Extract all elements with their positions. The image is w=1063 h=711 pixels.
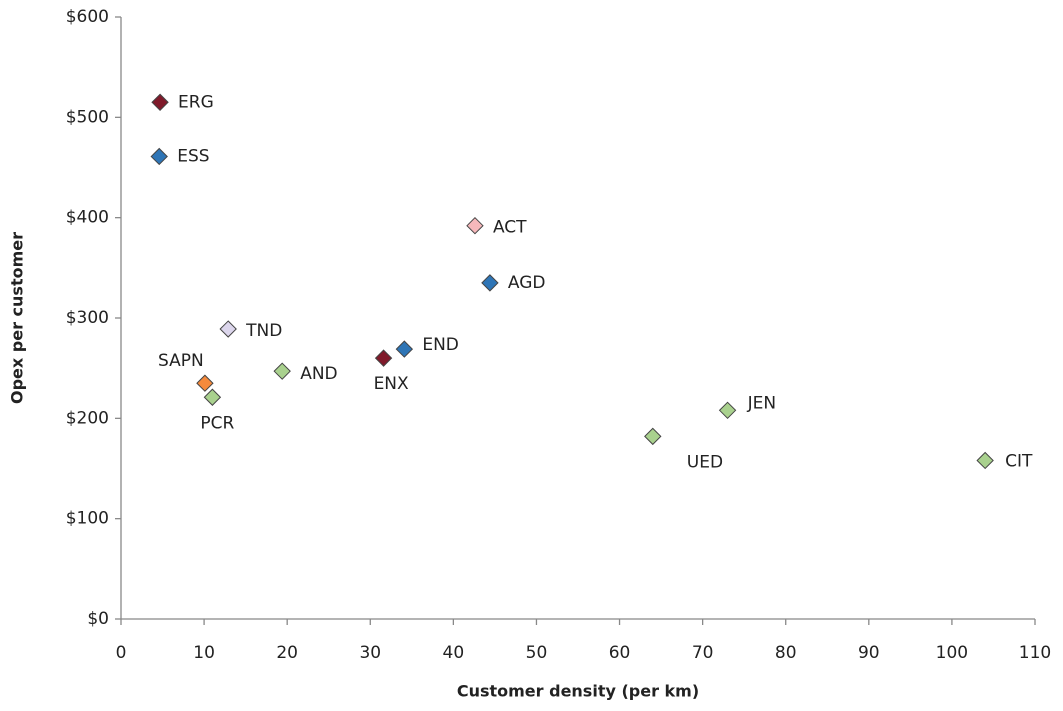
point-label: AND xyxy=(300,364,337,384)
x-tick-label: 20 xyxy=(276,643,298,663)
point-label: SAPN xyxy=(158,351,204,371)
y-tick-label: $500 xyxy=(66,107,109,127)
point-label: END xyxy=(422,335,459,355)
y-tick-label: $600 xyxy=(66,7,109,27)
marker xyxy=(273,362,291,380)
y-tick-label: $200 xyxy=(66,408,109,428)
marker xyxy=(395,340,414,358)
point-label: CIT xyxy=(1005,451,1033,471)
x-tick-label: 30 xyxy=(359,643,381,663)
y-tick-label: $0 xyxy=(87,609,109,629)
marker xyxy=(644,427,662,446)
x-tick-label: 0 xyxy=(116,643,127,663)
y-axis-title: Opex per customer xyxy=(8,232,27,404)
x-tick-label: 40 xyxy=(443,643,465,663)
y-tick-label: $400 xyxy=(66,208,109,228)
point-label: ERG xyxy=(178,92,214,112)
marker xyxy=(374,349,393,367)
marker xyxy=(203,388,222,406)
x-tick-label: 80 xyxy=(775,643,797,663)
x-tick-label: 60 xyxy=(609,643,631,663)
y-tick-label: $300 xyxy=(66,308,109,328)
x-axis-title: Customer density (per km) xyxy=(457,682,699,701)
x-tick-label: 90 xyxy=(858,643,880,663)
marker xyxy=(976,451,994,470)
x-tick-label: 70 xyxy=(692,643,714,663)
marker xyxy=(466,216,484,235)
point-label: AGD xyxy=(508,273,546,293)
x-tick-label: 110 xyxy=(1019,643,1051,663)
point-label: ESS xyxy=(177,146,209,166)
marker xyxy=(151,93,169,111)
point-label: TND xyxy=(245,321,282,341)
point-label: ACT xyxy=(493,218,527,238)
marker xyxy=(150,147,168,166)
point-label: PCR xyxy=(200,413,234,433)
point-label: UED xyxy=(687,452,723,472)
marker xyxy=(196,374,214,392)
y-tick-label: $100 xyxy=(66,509,109,529)
marker xyxy=(718,401,737,420)
point-label: ENX xyxy=(374,374,409,394)
marker xyxy=(481,274,499,292)
x-tick-label: 100 xyxy=(936,643,968,663)
marker xyxy=(219,320,237,338)
x-tick-label: 10 xyxy=(193,643,215,663)
x-tick-label: 50 xyxy=(526,643,548,663)
point-label: JEN xyxy=(747,393,776,413)
